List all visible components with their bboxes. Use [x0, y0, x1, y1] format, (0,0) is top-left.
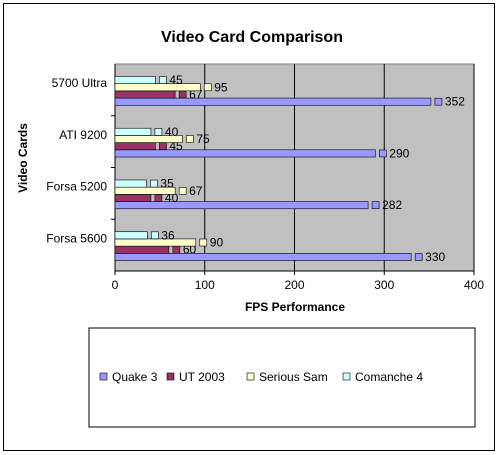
legend-swatch	[246, 372, 255, 381]
data-label: 290	[389, 146, 409, 160]
data-label: 90	[210, 236, 224, 250]
data-label-key	[186, 135, 194, 143]
bar	[114, 127, 152, 136]
data-label: 95	[214, 80, 228, 94]
category-label: Forsa 5200	[46, 180, 107, 194]
legend-swatch	[342, 372, 351, 381]
bar	[114, 179, 147, 188]
data-label-key	[151, 231, 159, 240]
data-label: 45	[169, 73, 183, 87]
data-label-key	[172, 245, 181, 254]
x-tick-label: 400	[464, 278, 484, 292]
data-label-key	[178, 90, 187, 99]
data-label-key	[371, 201, 380, 209]
x-tick-label: 100	[195, 278, 215, 292]
x-axis-label: FPS Performance	[245, 300, 345, 314]
data-label: 282	[382, 198, 402, 212]
data-label-key	[150, 179, 158, 188]
legend-swatch	[166, 372, 175, 381]
data-label-key	[159, 76, 167, 84]
legend-label: UT 2003	[179, 370, 225, 384]
bar	[114, 231, 148, 240]
data-label: 330	[425, 250, 445, 264]
data-label: 75	[196, 132, 210, 146]
data-label-key	[199, 238, 208, 247]
legend-box	[88, 327, 476, 428]
data-label: 352	[445, 95, 465, 109]
data-label-key	[203, 83, 212, 92]
x-tick-label: 0	[112, 278, 119, 292]
bar	[114, 201, 369, 210]
x-tick-label: 200	[284, 278, 304, 292]
x-tick-label: 300	[374, 278, 394, 292]
bar	[114, 83, 201, 92]
data-label-key	[414, 253, 423, 261]
data-label-key	[159, 142, 167, 151]
data-label-key	[154, 194, 163, 202]
bar	[114, 245, 170, 254]
bar	[114, 97, 432, 106]
bar	[114, 142, 156, 151]
y-axis-label: Video Cards	[16, 123, 30, 193]
data-label-key	[434, 97, 443, 106]
data-label: 36	[161, 228, 175, 242]
plot-area: 0 100 200 300 400 5700 Ultra 352 67 95 45 ATI 9200…	[46, 63, 484, 292]
data-label: 67	[189, 184, 203, 198]
legend-label: Comanche 4	[355, 370, 423, 384]
legend-swatch	[99, 372, 108, 381]
bar	[114, 90, 176, 99]
legend: Quake 3 UT 2003 Serious Sam Comanche 4	[88, 327, 476, 428]
data-label: 35	[160, 177, 174, 191]
legend-label: Quake 3	[112, 370, 158, 384]
category-label: Forsa 5600	[46, 231, 107, 245]
bar	[114, 238, 197, 247]
bar	[114, 253, 412, 261]
bar	[114, 76, 156, 84]
category-label: ATI 9200	[59, 128, 107, 142]
data-label: 40	[165, 125, 179, 139]
bar	[114, 149, 376, 158]
chart-title: Video Card Comparison	[161, 29, 343, 46]
data-label-key	[178, 186, 187, 195]
data-label-key	[378, 149, 387, 158]
legend-label: Serious Sam	[259, 370, 328, 384]
bar	[114, 194, 152, 202]
data-label-key	[154, 128, 163, 136]
category-label: 5700 Ultra	[52, 76, 108, 90]
